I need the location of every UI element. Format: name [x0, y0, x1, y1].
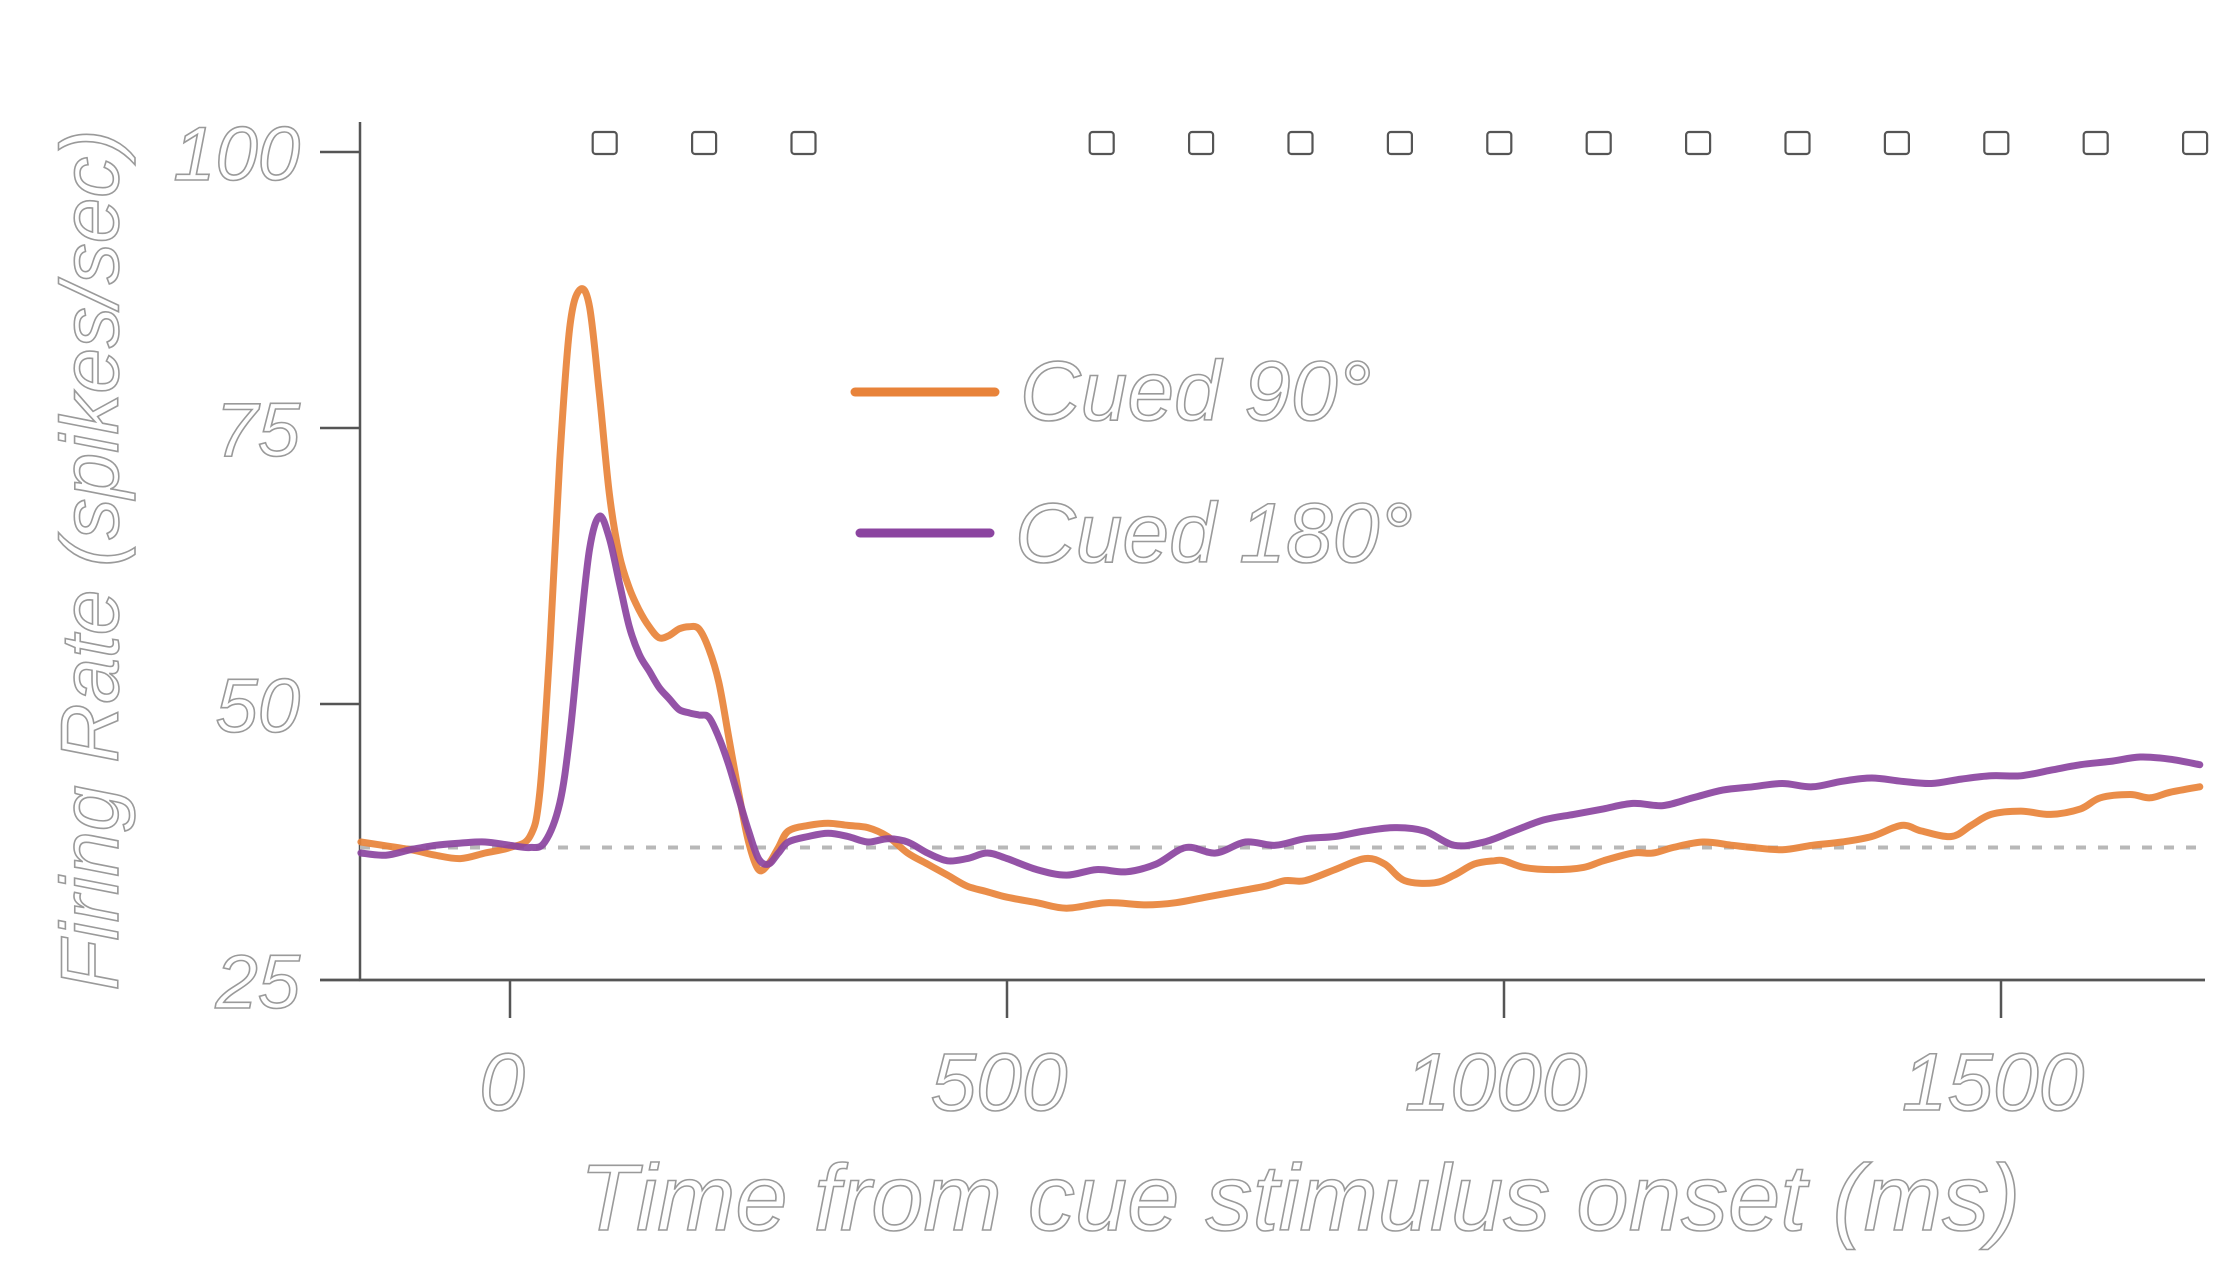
significance-marker-14 — [2082, 130, 2109, 156]
significance-markers — [591, 130, 2209, 156]
x-tick-label-1500: 1500 — [1902, 1037, 2084, 1128]
y-axis-label: Firing Rate (spikes/sec) — [45, 129, 136, 990]
significance-marker-13 — [1983, 130, 2010, 156]
legend-label-cued-90: Cued 90° — [1020, 344, 1371, 438]
significance-marker-2 — [690, 130, 718, 156]
series-line-cued-90 — [357, 285, 2204, 912]
x-tick-label-1000: 1000 — [1405, 1037, 1587, 1128]
significance-marker-11 — [1784, 130, 1811, 156]
significance-marker-5 — [1187, 130, 1215, 156]
y-tick-label-100: 100 — [173, 112, 300, 197]
significance-marker-4 — [1088, 130, 1115, 156]
significance-marker-6 — [1287, 130, 1314, 156]
significance-marker-1 — [591, 130, 618, 156]
x-tick-label-500: 500 — [931, 1037, 1068, 1128]
legend-label-cued-180: Cued 180° — [1015, 486, 1413, 580]
significance-marker-8 — [1486, 130, 1513, 156]
significance-marker-7 — [1386, 130, 1414, 156]
series-line-cued-180 — [357, 512, 2204, 879]
y-tick-label-50: 50 — [215, 664, 300, 749]
significance-marker-3 — [790, 130, 817, 156]
y-ticks: 25 50 75 100 — [172, 111, 360, 1026]
x-axis-label: Time from cue stimulus onset (ms) — [580, 1145, 2021, 1250]
significance-marker-12 — [1883, 130, 1911, 156]
series-layer — [357, 285, 2204, 912]
y-tick-label-25: 25 — [214, 940, 300, 1025]
legend: Cued 90° Cued 180° — [850, 343, 1414, 581]
y-tick-label-75: 75 — [215, 388, 300, 473]
significance-marker-9 — [1585, 130, 1612, 156]
significance-marker-10 — [1684, 130, 1712, 156]
x-tick-label-0: 0 — [479, 1037, 525, 1128]
significance-marker-15 — [2182, 130, 2209, 156]
x-ticks: 0 500 1000 1500 — [478, 980, 2085, 1129]
